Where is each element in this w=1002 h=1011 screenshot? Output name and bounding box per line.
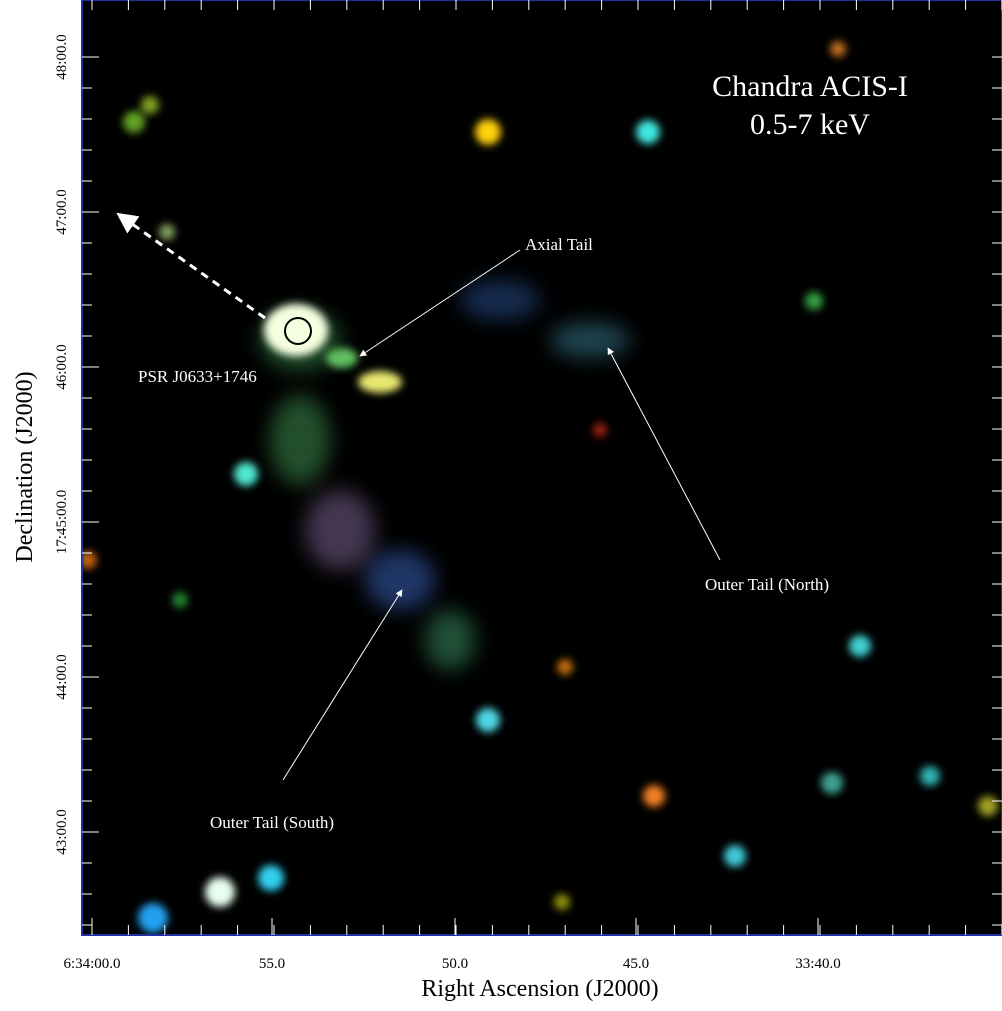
arrow <box>607 347 721 561</box>
y-tick-label: 17:45:00.0 <box>54 490 70 555</box>
tick-marks <box>82 0 1002 935</box>
y-tick-label: 43:00.0 <box>54 809 70 854</box>
x-tick-label: 6:34:00.0 <box>63 956 120 972</box>
y-tick-label: 44:00.0 <box>54 654 70 699</box>
y-tick-label: 48:00.0 <box>54 34 70 79</box>
image-background <box>82 0 1002 935</box>
pulsar-marker <box>284 317 312 345</box>
proper-motion-arrow <box>116 212 266 320</box>
y-tick-label: 47:00.0 <box>54 189 70 234</box>
subtitle: 0.5-7 keV <box>750 108 870 141</box>
x-axis-label: Right Ascension (J2000) <box>421 976 658 1002</box>
y-tick-label: 46:00.0 <box>54 344 70 389</box>
annotation: PSR J0633+1746 <box>138 367 257 386</box>
arrow <box>282 589 403 781</box>
xray-image <box>82 41 998 933</box>
annotation: Outer Tail (South) <box>210 813 334 832</box>
annotation: Outer Tail (North) <box>705 575 829 594</box>
x-tick-label: 55.0 <box>259 956 285 972</box>
x-tick-label: 45.0 <box>623 956 649 972</box>
x-tick-label: 50.0 <box>442 956 468 972</box>
title: Chandra ACIS-I <box>712 70 908 103</box>
arrow <box>359 249 521 357</box>
frame <box>81 0 1002 936</box>
annotation: Axial Tail <box>525 235 593 254</box>
y-axis-label: Declination (J2000) <box>12 371 38 562</box>
x-tick-label: 33:40.0 <box>795 956 840 972</box>
